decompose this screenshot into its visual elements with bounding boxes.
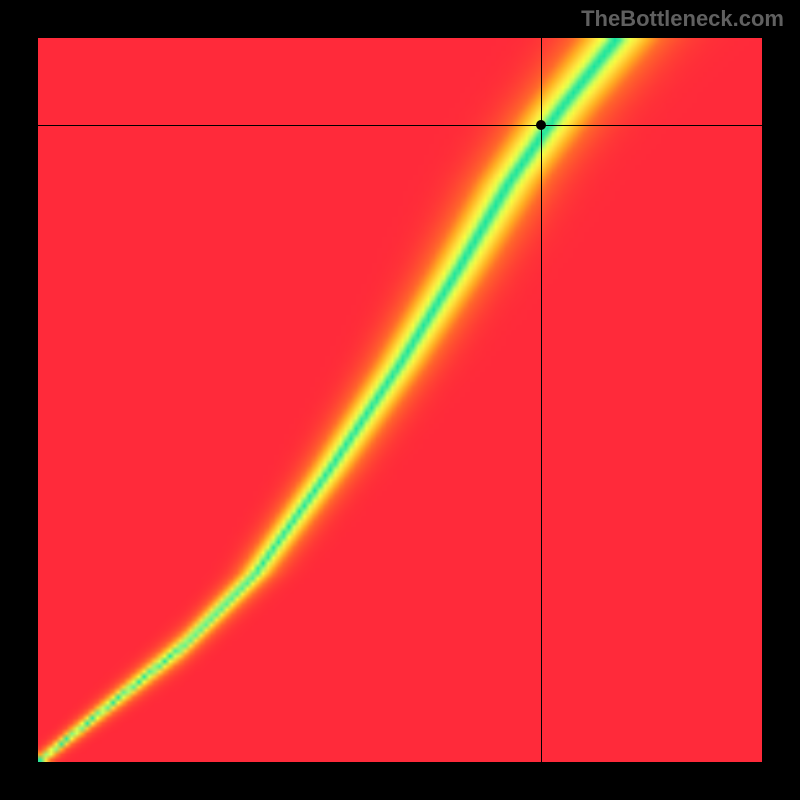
crosshair-vertical	[541, 38, 542, 762]
heatmap-canvas	[38, 38, 762, 762]
watermark-text: TheBottleneck.com	[581, 6, 784, 32]
bottleneck-heatmap	[38, 38, 762, 762]
crosshair-horizontal	[38, 125, 762, 126]
marker-dot	[536, 120, 546, 130]
